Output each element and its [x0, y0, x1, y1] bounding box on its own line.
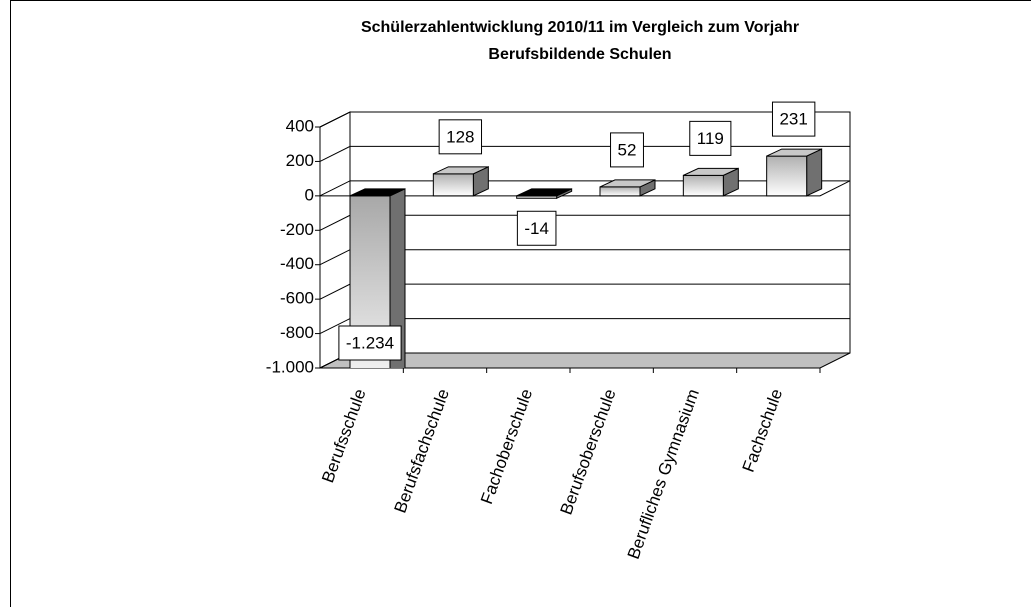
bar: [349, 188, 406, 368]
frame: [10, 0, 1031, 607]
zero-line: [320, 180, 851, 197]
plot: 400 200 0 -200 -400 -600 -800 -1.000Berufsschul…: [266, 101, 851, 562]
x-tick-label: Berufsfachschule: [391, 386, 453, 515]
back-wall: [349, 111, 851, 354]
data-label: 231: [779, 110, 807, 129]
bars: [349, 148, 823, 368]
bar: [516, 188, 573, 200]
x-tick-label: Fachoberschule: [477, 386, 536, 506]
bar-front: [349, 195, 391, 368]
bar: [682, 167, 739, 197]
data-label-box: [338, 325, 402, 361]
x-tick-label: Fachschule: [739, 386, 787, 474]
data-label-box: [689, 120, 732, 156]
grid-line: [319, 111, 850, 128]
y-tick-label: -1.000: [266, 357, 314, 376]
bar-side: [806, 148, 823, 197]
data-label: 52: [618, 140, 637, 159]
data-label-box: [438, 119, 483, 155]
bar-top: [766, 148, 822, 157]
grid-line: [319, 145, 850, 162]
x-tick-label: Berufliches Gymnasium: [624, 386, 703, 561]
y-tick-label: -200: [280, 220, 314, 239]
bar-top: [516, 188, 572, 197]
bar-front: [766, 155, 808, 197]
bar-top: [349, 188, 406, 197]
bar-front: [432, 173, 474, 197]
bar: [766, 148, 823, 197]
data-label-box: [771, 101, 816, 137]
data-label-box: [516, 210, 557, 246]
bar-top: [599, 179, 656, 188]
data-label-box: [610, 132, 644, 168]
data-label: -14: [524, 219, 549, 238]
bar-top: [433, 166, 489, 175]
bar: [599, 179, 656, 197]
bar-front: [599, 186, 641, 197]
y-tick-label: 200: [286, 151, 314, 170]
chart-title: Schülerzahlentwicklung 2010/11 im Vergle…: [361, 19, 799, 36]
data-label: 119: [697, 129, 724, 148]
bar: [432, 166, 489, 197]
x-tick-label: Berufsschule: [318, 386, 369, 485]
x-tick-label: Berufsoberschule: [557, 386, 620, 517]
bar-top: [683, 167, 739, 176]
y-tick-label: 400: [286, 116, 314, 135]
y-tick-label: -800: [280, 323, 314, 342]
y-tick-label: -400: [280, 254, 314, 273]
y-tick-label: -600: [280, 289, 314, 308]
data-label: -1.234: [346, 333, 394, 352]
chart-subtitle: Berufsbildende Schulen: [488, 46, 671, 63]
bar-side: [389, 188, 406, 368]
data-label: 128: [446, 127, 474, 146]
bar-front: [682, 174, 724, 197]
y-tick-label: 0: [305, 185, 314, 204]
